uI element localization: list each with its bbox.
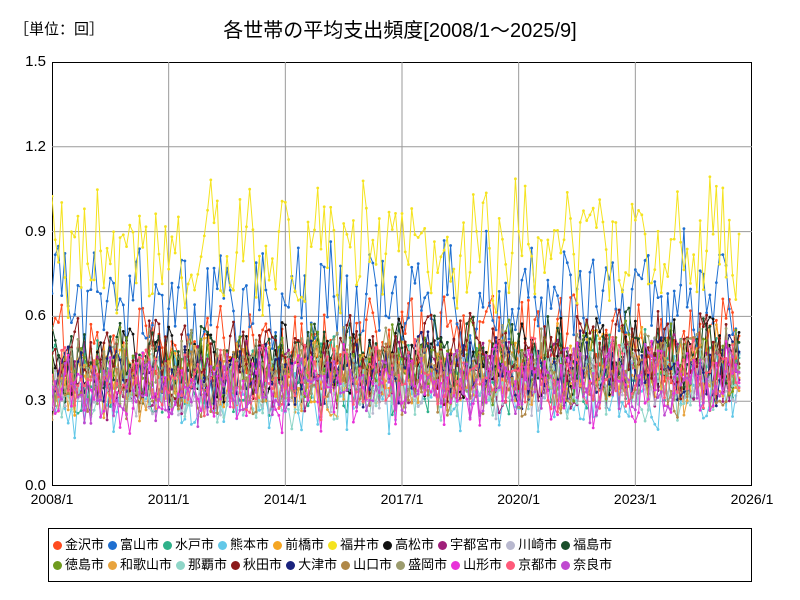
legend-label: 富山市: [120, 537, 160, 552]
legend-label: 宇都宮市: [450, 537, 503, 552]
legend-marker-icon: [328, 540, 338, 550]
legend-label: 盛岡市: [408, 557, 448, 572]
x-tick-label: 2014/1: [263, 491, 307, 507]
legend-marker-icon: [163, 540, 173, 550]
legend-label: 川崎市: [518, 537, 558, 552]
legend-label: 大津市: [298, 557, 338, 572]
legend-item[interactable]: 山口市: [341, 558, 392, 572]
legend-item[interactable]: 福島市: [561, 538, 612, 552]
legend-marker-icon: [176, 560, 186, 570]
x-tick-label: 2017/1: [380, 491, 424, 507]
legend-marker-icon: [273, 540, 283, 550]
legend-item[interactable]: 那覇市: [176, 558, 227, 572]
legend-item[interactable]: 福井市: [328, 538, 379, 552]
legend-marker-icon: [506, 560, 516, 570]
legend-item[interactable]: 京都市: [506, 558, 557, 572]
legend-item[interactable]: 秋田市: [231, 558, 282, 572]
legend-marker-icon: [383, 540, 393, 550]
x-tick-label: 2011/1: [147, 491, 190, 507]
legend-item[interactable]: 川崎市: [506, 538, 557, 552]
legend-label: 山口市: [353, 557, 393, 572]
legend-label: 和歌山市: [120, 557, 173, 572]
legend-marker-icon: [108, 540, 118, 550]
legend-item[interactable]: 奈良市: [561, 558, 612, 572]
legend-label: 山形市: [463, 557, 503, 572]
legend-marker-icon: [218, 540, 228, 550]
chart-series: [52, 175, 741, 320]
legend-marker-icon: [108, 560, 118, 570]
y-axis-unit-label: ［単位：回］: [14, 21, 105, 38]
y-tick-label: 0.9: [25, 222, 46, 240]
x-tick-label: 2008/1: [30, 491, 74, 507]
legend-item[interactable]: 山形市: [451, 558, 502, 572]
legend-item[interactable]: 高松市: [383, 538, 434, 552]
x-tick-label: 2023/1: [613, 491, 657, 507]
plot-wrapper: [52, 62, 752, 486]
legend-item[interactable]: 前橋市: [273, 538, 324, 552]
legend-item[interactable]: 宇都宮市: [438, 538, 502, 552]
legend-label: 那覇市: [188, 557, 228, 572]
legend-marker-icon: [53, 540, 62, 550]
y-tick-label: 0.0: [25, 477, 46, 494]
legend-marker-icon: [506, 540, 516, 550]
legend-label: 金沢市: [65, 537, 105, 552]
chart-legend: 金沢市 富山市 水戸市 熊本市 前橋市 福井市 高松市 宇都宮市 川崎市 福島市 徳島市 和歌山市 那覇…: [48, 528, 752, 582]
legend-label: 高松市: [395, 537, 435, 552]
y-tick-label: 1.2: [25, 137, 46, 155]
legend-marker-icon: [286, 560, 296, 570]
legend-label: 前橋市: [285, 537, 325, 552]
y-tick-label: 1.5: [25, 53, 46, 70]
y-tick-label: 0.3: [25, 392, 46, 410]
legend-label: 水戸市: [175, 537, 215, 552]
chart-svg: [52, 62, 752, 486]
legend-item[interactable]: 富山市: [108, 538, 159, 552]
legend-item[interactable]: 金沢市: [53, 538, 104, 552]
legend-marker-icon: [53, 560, 62, 570]
legend-item[interactable]: 徳島市: [53, 558, 104, 572]
legend-item[interactable]: 和歌山市: [108, 558, 172, 572]
legend-marker-icon: [231, 560, 241, 570]
y-tick-label: 0.6: [25, 307, 46, 325]
legend-item[interactable]: 盛岡市: [396, 558, 447, 572]
legend-item[interactable]: 水戸市: [163, 538, 214, 552]
legend-label: 京都市: [518, 557, 558, 572]
chart-series: [52, 342, 741, 429]
legend-marker-icon: [396, 560, 406, 570]
legend-label: 徳島市: [65, 557, 105, 572]
x-tick-label: 2020/1: [497, 491, 541, 507]
x-tick-label: 2026/1: [730, 491, 774, 507]
legend-marker-icon: [561, 560, 571, 570]
legend-label: 熊本市: [230, 537, 270, 552]
legend-label: 福島市: [573, 537, 613, 552]
legend-marker-icon: [561, 540, 571, 550]
legend-item[interactable]: 大津市: [286, 558, 337, 572]
chart-title: 各世帯の平均支出頻度[2008/1～2025/9]: [223, 20, 577, 42]
legend-row: 金沢市 富山市 水戸市 熊本市 前橋市 福井市 高松市 宇都宮市 川崎市 福島市: [53, 535, 747, 555]
legend-marker-icon: [438, 540, 448, 550]
legend-label: 福井市: [340, 537, 380, 552]
legend-label: 秋田市: [243, 557, 283, 572]
legend-marker-icon: [341, 560, 351, 570]
legend-item[interactable]: 熊本市: [218, 538, 269, 552]
legend-row: 徳島市 和歌山市 那覇市 秋田市 大津市 山口市 盛岡市 山形市 京都市 奈良市: [53, 555, 747, 575]
legend-marker-icon: [451, 560, 461, 570]
legend-label: 奈良市: [573, 557, 613, 572]
